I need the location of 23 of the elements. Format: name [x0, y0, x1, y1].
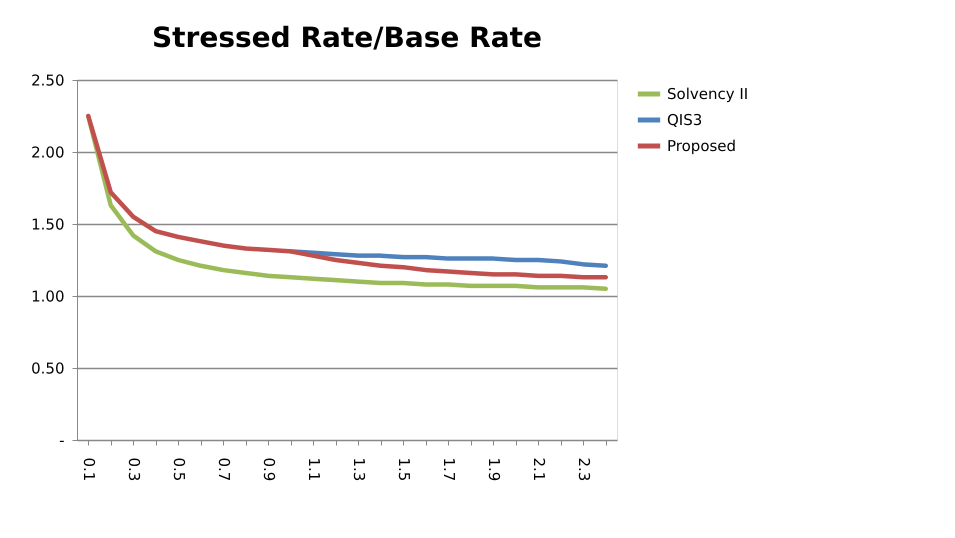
- x-tick-label: 2.1: [530, 458, 548, 482]
- y-tick-label: -: [59, 432, 64, 450]
- y-tick-label: 1.00: [31, 288, 64, 306]
- y-tick-label: 0.50: [31, 360, 64, 378]
- x-tick-label: 2.3: [574, 458, 593, 482]
- x-tick-label: 0.3: [124, 458, 143, 482]
- x-tick-label: 1.5: [394, 458, 413, 482]
- x-tick-label: 0.9: [260, 458, 278, 482]
- legend-label: Solvency II: [667, 85, 748, 103]
- y-tick-label: 2.50: [31, 72, 64, 90]
- y-tick-label: 1.50: [31, 216, 64, 234]
- line-series: [288, 249, 608, 268]
- x-tick-label: 0.7: [214, 458, 233, 482]
- x-tick-label: 0.1: [80, 458, 98, 482]
- chart-title: Stressed Rate/Base Rate: [152, 21, 542, 54]
- x-tick-label: 1.3: [350, 458, 368, 482]
- legend-label: Proposed: [667, 137, 736, 155]
- x-tick-label: 1.1: [304, 458, 323, 482]
- x-tick-label: 1.7: [440, 458, 458, 482]
- x-tick-label: 1.9: [484, 458, 503, 482]
- y-tick-label: 2.00: [31, 144, 64, 162]
- legend-label: QIS3: [667, 111, 702, 129]
- x-tick-label: 0.5: [170, 458, 188, 482]
